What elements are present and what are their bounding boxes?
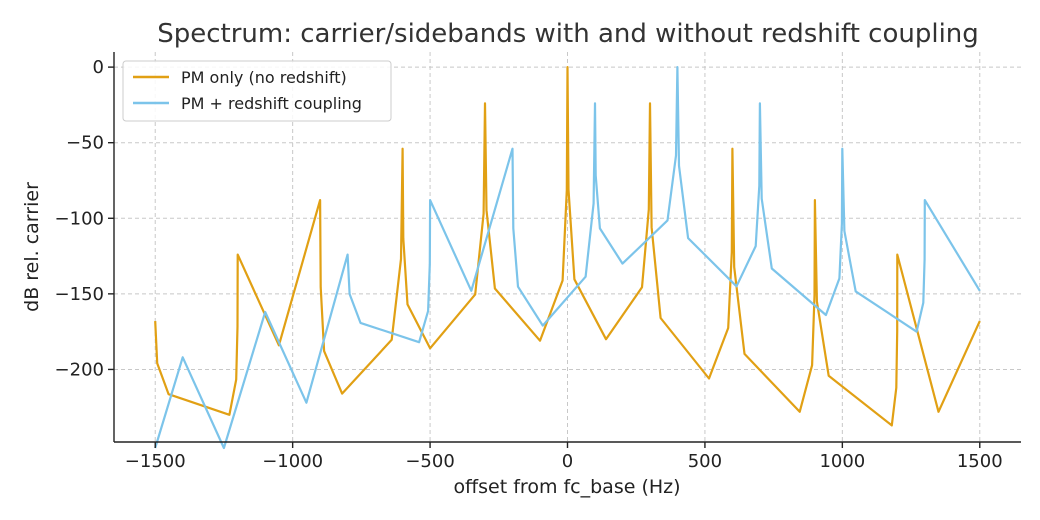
y-tick-label: −100 (55, 208, 104, 229)
x-tick-label: −500 (405, 451, 454, 472)
chart-title: Spectrum: carrier/sidebands with and wit… (157, 19, 979, 49)
x-tick-label: −1000 (262, 451, 323, 472)
y-tick-label: −200 (55, 359, 104, 380)
legend: PM only (no redshift) PM + redshift coup… (122, 60, 392, 122)
x-tick-label: −1500 (125, 451, 186, 472)
y-axis-label: dB rel. carrier (21, 182, 43, 312)
y-tick-label: 0 (93, 57, 104, 78)
series-lines (154, 66, 981, 450)
series-line-0 (154, 66, 981, 427)
x-tick-label: 0 (562, 451, 573, 472)
x-tick-label: 1000 (819, 451, 865, 472)
series-line-1 (154, 66, 981, 450)
legend-box (122, 60, 392, 122)
y-tick-label: −50 (66, 133, 104, 154)
x-tick-label: 1500 (957, 451, 1003, 472)
y-tick-label: −150 (55, 284, 104, 305)
legend-label-pm-only: PM only (no redshift) (181, 68, 347, 87)
x-tick-label: 500 (688, 451, 722, 472)
legend-label-pm-redshift: PM + redshift coupling (181, 94, 362, 113)
x-axis-label: offset from fc_base (Hz) (453, 476, 680, 498)
ticks: −1500 −1000 −500 0 500 1000 1500 0 −50 −100 −150 −2… (55, 57, 1003, 472)
